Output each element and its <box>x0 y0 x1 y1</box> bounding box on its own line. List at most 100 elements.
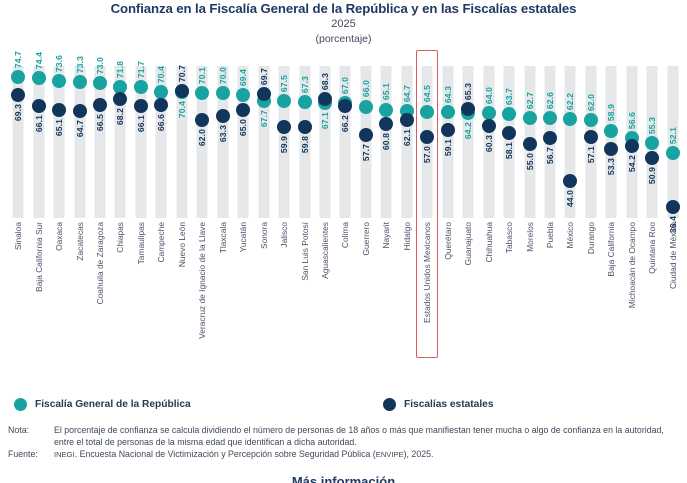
data-point-estatales[interactable] <box>318 91 333 106</box>
data-point-estatales[interactable] <box>154 97 169 112</box>
data-point-estatales[interactable] <box>420 129 435 144</box>
chart-column[interactable]: 64.7 62.1 Hidalgo <box>397 54 417 354</box>
data-label-estatales: 59.8 <box>299 136 310 154</box>
data-point-estatales[interactable] <box>379 117 394 132</box>
chart-column[interactable]: 74.7 69.3 Sinaloa <box>8 51 28 354</box>
data-point-fgr[interactable] <box>113 79 128 94</box>
data-point-fgr[interactable] <box>502 107 517 122</box>
chart-column[interactable]: 62.2 44.0 México <box>560 54 580 354</box>
legend-item-estatales[interactable]: Fiscalías estatales <box>383 398 493 411</box>
more-info-link[interactable]: Más información <box>291 474 396 483</box>
chart-column[interactable]: 62.6 56.7 Puebla <box>540 54 560 354</box>
data-point-fgr[interactable] <box>379 102 394 117</box>
x-axis-label: Campeche <box>156 222 167 263</box>
chart-column[interactable]: 62.0 57.1 Durango <box>581 54 601 354</box>
chart-column[interactable]: 74.4 66.1 Baja California Sur <box>28 52 48 354</box>
data-point-fgr[interactable] <box>215 86 230 101</box>
data-point-estatales[interactable] <box>133 99 148 114</box>
chart-column[interactable]: 67.5 59.9 Jalisco <box>274 54 294 354</box>
data-point-fgr[interactable] <box>277 94 292 109</box>
chart-column[interactable]: 64.0 60.3 Chihuahua <box>478 54 498 354</box>
data-point-estatales[interactable] <box>256 87 271 102</box>
data-point-fgr[interactable] <box>481 106 496 121</box>
chart-column[interactable]: 63.7 58.1 Tabasco <box>499 54 519 354</box>
data-point-estatales[interactable] <box>399 112 414 127</box>
chart-column[interactable]: 64.5 57.0 Estados Unidos Mexicanos <box>417 54 437 354</box>
chart-column[interactable]: 66.0 57.7 Guerrero <box>356 54 376 354</box>
data-point-estatales[interactable] <box>543 130 557 145</box>
data-point-fgr[interactable] <box>133 80 148 95</box>
chart-column[interactable]: 73.0 66.5 Coahuila de Zaragoza <box>90 54 110 354</box>
data-point-fgr[interactable] <box>440 105 455 120</box>
chart-column[interactable]: 65.1 60.8 Nayarit <box>376 54 396 354</box>
data-point-fgr[interactable] <box>93 75 108 90</box>
data-point-estatales[interactable] <box>440 122 455 137</box>
data-point-estatales[interactable] <box>195 113 210 128</box>
data-point-estatales[interactable] <box>72 103 87 118</box>
data-point-estatales[interactable] <box>215 108 230 123</box>
chart-column[interactable]: 62.7 55.0 Morelos <box>519 54 539 354</box>
data-point-estatales[interactable] <box>113 92 128 107</box>
x-axis-label: Zacatecas <box>74 222 85 261</box>
data-point-fgr[interactable] <box>236 88 251 103</box>
data-point-estatales[interactable] <box>93 97 108 112</box>
data-point-fgr[interactable] <box>563 112 578 127</box>
data-point-fgr[interactable] <box>31 71 46 86</box>
data-point-estatales[interactable] <box>461 101 476 116</box>
chart-column[interactable]: 73.3 64.7 Zacatecas <box>69 54 89 354</box>
data-point-fgr[interactable] <box>522 110 537 125</box>
chart-column[interactable]: 73.6 65.1 Oaxaca <box>49 54 69 354</box>
data-point-fgr[interactable] <box>195 85 210 100</box>
data-point-fgr[interactable] <box>358 99 373 114</box>
chart-column[interactable]: 71.7 66.1 Tamaulipas <box>131 54 151 354</box>
data-point-fgr[interactable] <box>420 104 435 119</box>
chart-column[interactable]: 69.4 65.0 Yucatán <box>233 54 253 354</box>
data-point-fgr[interactable] <box>543 111 557 126</box>
chart-column[interactable]: 70.0 63.3 Tlaxcala <box>213 54 233 354</box>
chart-column[interactable]: 64.3 59.1 Querétaro <box>438 54 458 354</box>
chart-column[interactable]: 70.4 70.7 Nuevo León <box>172 54 192 354</box>
chart-year: 2025 <box>331 18 356 30</box>
data-label-fgr: 64.2 <box>463 121 474 139</box>
chart-column[interactable]: 52.1 36.4 Ciudad de México <box>663 54 683 354</box>
chart-column[interactable]: 56.6 54.2 Michoacán de Ocampo <box>622 54 642 354</box>
data-point-estatales[interactable] <box>563 173 578 188</box>
chart-column[interactable]: 67.7 69.7 Sonora <box>253 54 273 354</box>
chart-column[interactable]: 58.9 53.3 Baja California <box>601 54 621 354</box>
data-point-estatales[interactable] <box>358 127 373 142</box>
data-point-estatales[interactable] <box>522 136 537 151</box>
data-point-estatales[interactable] <box>11 88 26 103</box>
chart-column[interactable]: 64.2 65.3 Guanajuato <box>458 54 478 354</box>
chart-column[interactable]: 55.3 50.9 Quintana Roo <box>642 54 662 354</box>
data-point-fgr[interactable] <box>665 146 680 161</box>
data-point-estatales[interactable] <box>297 120 312 135</box>
data-point-estatales[interactable] <box>236 102 251 117</box>
data-point-estatales[interactable] <box>624 139 639 154</box>
chart-column[interactable]: 71.8 68.2 Chiapas <box>110 54 130 354</box>
data-point-fgr[interactable] <box>297 95 312 110</box>
data-point-estatales[interactable] <box>604 142 619 157</box>
data-point-fgr[interactable] <box>154 84 169 99</box>
data-point-estatales[interactable] <box>502 126 517 141</box>
data-point-fgr[interactable] <box>52 73 67 88</box>
data-point-estatales[interactable] <box>338 98 353 113</box>
data-point-fgr[interactable] <box>604 123 619 138</box>
chart-column[interactable]: 67.1 68.3 Aguascalientes <box>315 54 335 354</box>
data-point-estatales[interactable] <box>645 150 660 165</box>
chart-column[interactable]: 70.1 62.0 Veracruz de Ignacio de la Llave <box>192 54 212 354</box>
data-point-fgr[interactable] <box>583 113 598 128</box>
data-point-estatales[interactable] <box>52 102 67 117</box>
data-point-estatales[interactable] <box>174 83 189 98</box>
data-point-fgr[interactable] <box>72 74 87 89</box>
chart-column[interactable]: 67.3 59.8 San Luis Potosí <box>294 54 314 354</box>
data-point-estatales[interactable] <box>31 99 46 114</box>
chart-column[interactable]: 67.0 66.2 Colima <box>335 54 355 354</box>
data-point-fgr[interactable] <box>11 70 26 85</box>
data-point-fgr[interactable] <box>645 135 660 150</box>
chart-column[interactable]: 70.4 66.6 Campeche <box>151 54 171 354</box>
data-point-estatales[interactable] <box>665 199 680 214</box>
legend-item-fgr[interactable]: Fiscalía General de la República <box>14 398 191 411</box>
data-point-estatales[interactable] <box>277 120 292 135</box>
data-point-estatales[interactable] <box>583 129 598 144</box>
data-point-estatales[interactable] <box>481 118 496 133</box>
